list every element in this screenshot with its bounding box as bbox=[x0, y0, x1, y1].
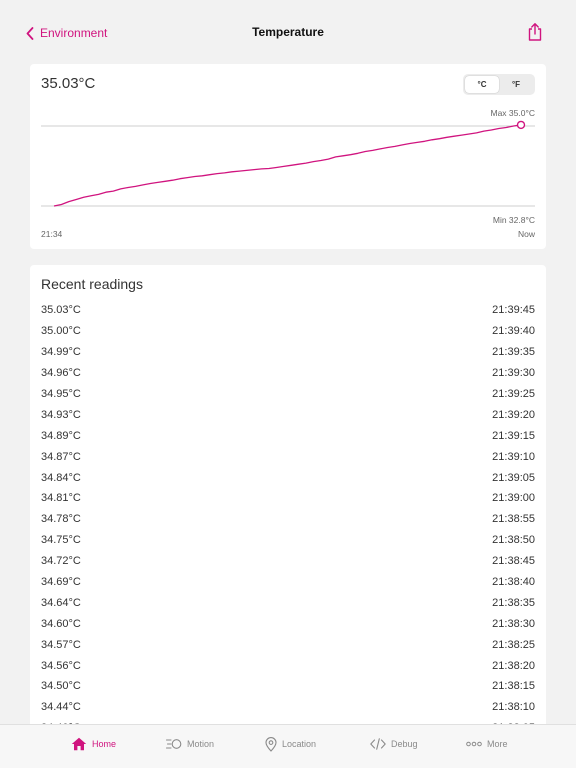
reading-time: 21:38:25 bbox=[492, 638, 535, 651]
more-dots-icon bbox=[466, 741, 482, 747]
reading-time: 21:39:00 bbox=[492, 492, 535, 505]
share-icon bbox=[528, 23, 542, 41]
reading-value: 34.99°C bbox=[41, 346, 81, 359]
reading-row: 34.64°C 21:38:35 bbox=[30, 592, 546, 613]
reading-row: 34.81°C 21:39:00 bbox=[30, 488, 546, 509]
unit-option-celsius[interactable]: °C bbox=[465, 76, 499, 93]
reading-value: 34.57°C bbox=[41, 638, 81, 651]
tab-bar: Home Motion Location Debug More bbox=[0, 724, 576, 768]
reading-row: 34.84°C 21:39:05 bbox=[30, 467, 546, 488]
min-label: Min 32.8°C bbox=[493, 215, 535, 225]
reading-value: 34.96°C bbox=[41, 367, 81, 380]
reading-value: 35.03°C bbox=[41, 304, 81, 317]
unit-option-fahrenheit[interactable]: °F bbox=[511, 80, 521, 89]
reading-time: 21:38:50 bbox=[492, 534, 535, 547]
back-button[interactable]: Environment bbox=[26, 24, 107, 42]
reading-value: 34.87°C bbox=[41, 450, 81, 463]
recent-readings-card: Recent readings 35.03°C 21:39:45 35.00°C 21… bbox=[30, 265, 546, 735]
reading-time: 21:39:25 bbox=[492, 388, 535, 400]
back-button-label: Environment bbox=[40, 26, 108, 40]
unit-toggle[interactable]: °C °F bbox=[463, 74, 535, 95]
reading-row: 34.89°C 21:39:15 bbox=[30, 425, 546, 446]
reading-row: 34.57°C 21:38:25 bbox=[30, 634, 546, 655]
reading-value: 34.95°C bbox=[41, 388, 81, 400]
reading-row: 34.95°C 21:39:25 bbox=[30, 384, 546, 405]
location-pin-icon bbox=[265, 736, 277, 752]
reading-row: 35.00°C 21:39:40 bbox=[30, 321, 546, 342]
temperature-line-chart: Max 35.0°C Min 32.8°C 21:34 Now bbox=[41, 108, 536, 239]
reading-row: 34.99°C 21:39:35 bbox=[30, 342, 546, 363]
tab-debug-label: Debug bbox=[391, 739, 418, 749]
tab-home[interactable]: Home bbox=[71, 736, 116, 752]
reading-value: 35.00°C bbox=[41, 325, 81, 338]
reading-row: 34.69°C 21:38:40 bbox=[30, 572, 546, 593]
current-temperature: 35.03°C bbox=[41, 75, 96, 92]
house-icon bbox=[71, 737, 87, 751]
reading-value: 34.89°C bbox=[41, 429, 81, 442]
x-start-label: 21:34 bbox=[41, 229, 63, 239]
temperature-chart-card: 35.03°C °C °F Max 35.0°C Min 32.8°C 21:3… bbox=[30, 64, 546, 249]
reading-time: 21:39:15 bbox=[492, 429, 535, 442]
page-title: Temperature bbox=[252, 25, 324, 39]
reading-time: 21:39:10 bbox=[492, 450, 535, 463]
tab-location-label: Location bbox=[282, 739, 317, 749]
reading-time: 21:38:30 bbox=[492, 617, 535, 630]
tab-location[interactable]: Location bbox=[265, 736, 316, 752]
reading-value: 34.78°C bbox=[41, 513, 81, 526]
reading-row: 34.93°C 21:39:20 bbox=[30, 404, 546, 425]
tab-home-label: Home bbox=[92, 739, 117, 749]
reading-row: 34.60°C 21:38:30 bbox=[30, 613, 546, 634]
reading-value: 34.75°C bbox=[41, 534, 81, 547]
tab-more-label: More bbox=[487, 739, 508, 749]
reading-value: 34.81°C bbox=[41, 492, 81, 505]
tab-motion[interactable]: Motion bbox=[166, 736, 214, 752]
max-label: Max 35.0°C bbox=[490, 108, 535, 118]
reading-time: 21:39:30 bbox=[492, 367, 535, 380]
chevron-left-icon bbox=[26, 26, 34, 40]
reading-time: 21:39:20 bbox=[492, 408, 535, 421]
reading-row: 34.50°C 21:38:15 bbox=[30, 676, 546, 697]
reading-row: 34.72°C 21:38:45 bbox=[30, 551, 546, 572]
temperature-series-line bbox=[53, 124, 522, 207]
reading-time: 21:39:45 bbox=[492, 304, 535, 317]
code-icon bbox=[370, 738, 386, 750]
latest-reading-marker bbox=[516, 120, 526, 130]
reading-value: 34.44°C bbox=[41, 701, 81, 714]
reading-time: 21:39:35 bbox=[492, 346, 535, 359]
reading-time: 21:38:10 bbox=[492, 701, 535, 714]
reading-time: 21:38:20 bbox=[492, 659, 535, 672]
reading-time: 21:38:45 bbox=[492, 555, 535, 568]
reading-value: 34.50°C bbox=[41, 680, 81, 693]
motion-icon bbox=[166, 739, 182, 749]
reading-row: 35.03°C 21:39:45 bbox=[30, 300, 546, 321]
share-button[interactable] bbox=[526, 22, 544, 42]
x-end-label: Now bbox=[518, 229, 536, 239]
reading-value: 34.60°C bbox=[41, 617, 81, 630]
reading-time: 21:38:55 bbox=[492, 513, 535, 526]
reading-time: 21:39:05 bbox=[492, 471, 535, 484]
navigation-bar: Environment Temperature bbox=[0, 0, 576, 64]
reading-value: 34.84°C bbox=[41, 471, 81, 484]
reading-row: 34.87°C 21:39:10 bbox=[30, 446, 546, 467]
tab-motion-label: Motion bbox=[187, 739, 215, 749]
reading-value: 34.69°C bbox=[41, 576, 81, 589]
reading-row: 34.56°C 21:38:20 bbox=[30, 655, 546, 676]
reading-row: 34.44°C 21:38:10 bbox=[30, 697, 546, 718]
reading-value: 34.56°C bbox=[41, 659, 81, 672]
reading-time: 21:38:40 bbox=[492, 576, 535, 589]
reading-row: 34.78°C 21:38:55 bbox=[30, 509, 546, 530]
readings-list[interactable]: 35.03°C 21:39:45 35.00°C 21:39:40 34.99°C 21:… bbox=[30, 300, 546, 735]
reading-row: 34.96°C 21:39:30 bbox=[30, 363, 546, 384]
reading-time: 21:38:35 bbox=[492, 596, 535, 609]
reading-time: 21:38:15 bbox=[492, 680, 535, 693]
reading-value: 34.64°C bbox=[41, 596, 81, 609]
reading-row: 34.75°C 21:38:50 bbox=[30, 530, 546, 551]
tab-debug[interactable]: Debug bbox=[370, 736, 418, 752]
tab-more[interactable]: More bbox=[466, 736, 508, 752]
reading-value: 34.93°C bbox=[41, 408, 81, 421]
recent-readings-title: Recent readings bbox=[41, 276, 143, 292]
reading-time: 21:39:40 bbox=[492, 325, 535, 338]
reading-value: 34.72°C bbox=[41, 555, 81, 568]
